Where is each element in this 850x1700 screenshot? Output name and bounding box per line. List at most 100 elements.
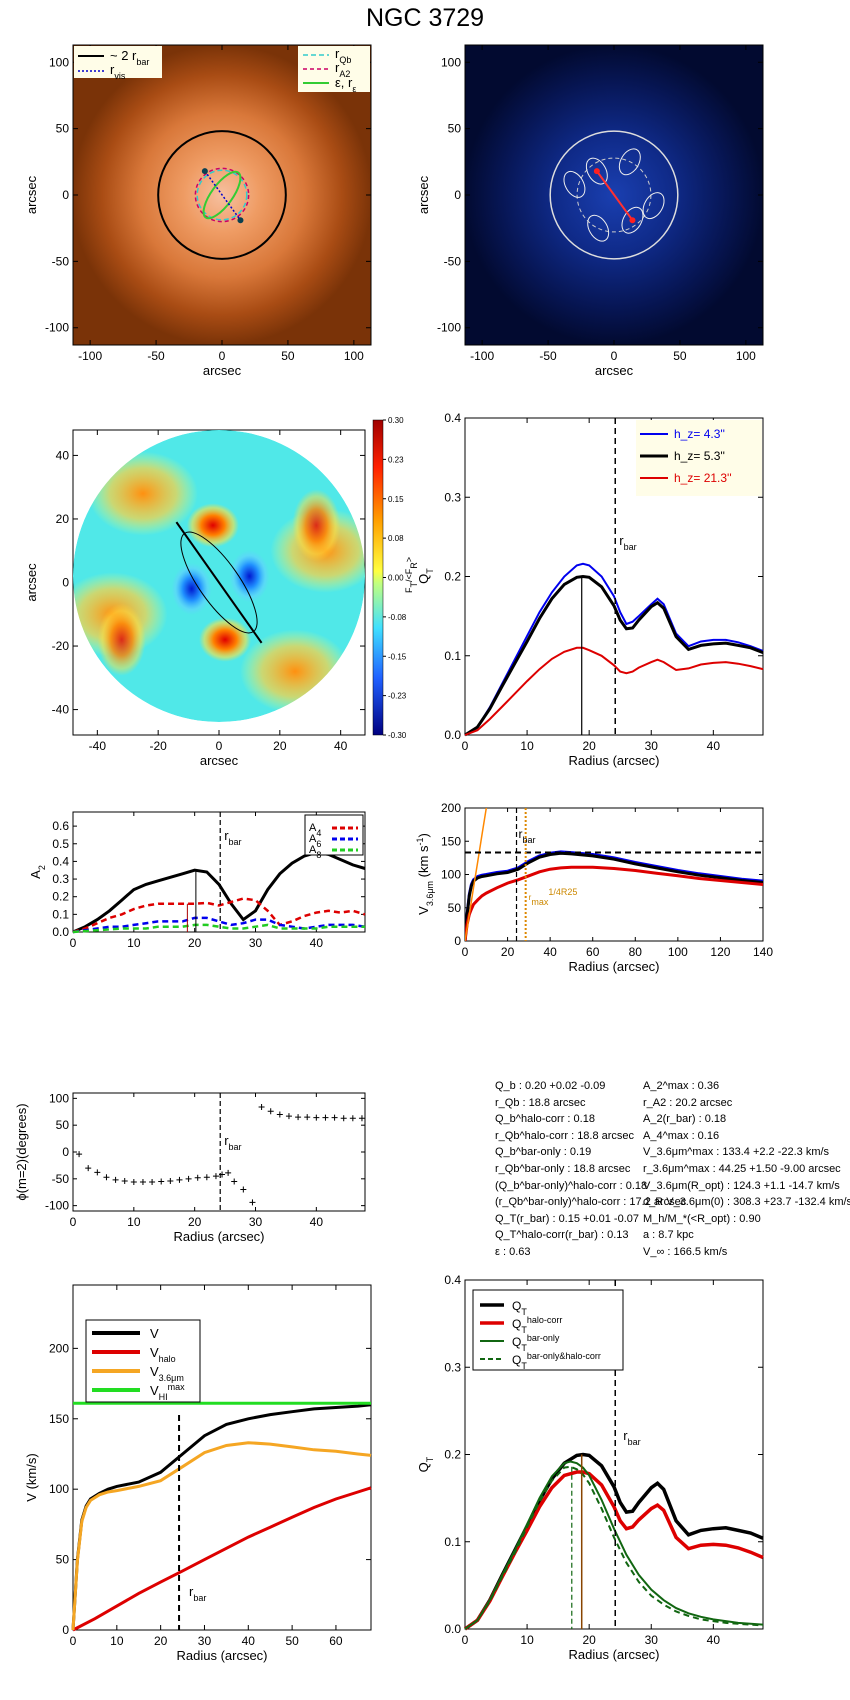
- phase-point: [149, 1179, 156, 1186]
- bar-major-axis: [175, 521, 263, 644]
- x-tick-label: 100: [344, 349, 364, 363]
- x-tick-label: 0: [219, 349, 226, 363]
- x-tick-label: 30: [249, 936, 263, 950]
- x-tick-label: 30: [645, 1633, 659, 1647]
- rbar-label: rbar: [623, 1428, 640, 1447]
- x-tick-label: 10: [127, 1215, 141, 1229]
- parameter-row: Q_b^halo-corr : 0.18: [495, 1113, 595, 1126]
- x-tick-label: 0: [462, 945, 469, 959]
- y-tick-label: -20: [52, 639, 70, 653]
- velocity-x-label: Radius (arcsec): [176, 1648, 267, 1663]
- negative-torque-lobe: [229, 550, 270, 603]
- x-tick-label: 10: [127, 936, 141, 950]
- colorbar-tick-label: -0.15: [388, 652, 407, 661]
- parameter-row: (Q_b^bar-only)^halo-corr : 0.18: [495, 1179, 648, 1192]
- series-line: [72, 1486, 372, 1632]
- y-tick-label: 50: [56, 122, 70, 136]
- phase-point: [158, 1178, 165, 1185]
- positive-torque-lobe: [199, 617, 252, 662]
- series-line: [71, 1403, 372, 1631]
- series-line: [465, 851, 763, 941]
- parameter-row: V_3.6μm^max : 133.4 +2.2 -22.3 km/s: [643, 1146, 830, 1159]
- parameter-row: a : 8.7 kpc: [643, 1229, 694, 1242]
- x-tick-label: 50: [673, 349, 687, 363]
- phase-point: [358, 1115, 365, 1122]
- series-line: [72, 923, 365, 934]
- galaxy-y-label: arcsec: [24, 175, 39, 214]
- series-line: [464, 574, 764, 737]
- y-tick-label: 0: [454, 934, 461, 948]
- x-tick-label: 30: [645, 739, 659, 753]
- x-tick-label: -20: [149, 739, 167, 753]
- x-tick-label: 40: [334, 739, 348, 753]
- x-tick-label: 80: [629, 945, 643, 959]
- y-tick-label: -100: [437, 321, 461, 335]
- phase-point: [85, 1165, 92, 1172]
- legend-label: rA2: [335, 60, 350, 79]
- y-tick-label: 0.1: [444, 1535, 461, 1549]
- parameter-row: A_2^max : 0.36: [643, 1080, 720, 1092]
- x-tick-label: 60: [329, 1634, 343, 1648]
- colorbar-tick-label: 0.15: [388, 495, 404, 504]
- phase-point: [240, 1186, 247, 1193]
- legend-label: A6: [309, 833, 321, 849]
- force-map-x-label: arcsec: [200, 753, 239, 768]
- velocity-y-label: V (km/s): [24, 1453, 39, 1501]
- parameter-row: Q_b : 0.20 +0.02 -0.09: [495, 1080, 606, 1092]
- colorbar-tick-label: 0.00: [388, 574, 404, 583]
- rmax-label: rmax1/4R25: [529, 887, 578, 907]
- colorbar-label: FT/<FR>: [404, 557, 419, 593]
- phase-point: [185, 1175, 192, 1182]
- y-tick-label: -40: [52, 703, 70, 717]
- phase-point: [331, 1114, 338, 1121]
- phase-point: [249, 1199, 256, 1206]
- warm-region: [87, 451, 198, 536]
- outer-lobe: [97, 603, 146, 676]
- parameter-row: r_Qb^halo-corr : 18.8 arcsec: [495, 1129, 635, 1142]
- legend-label: A4: [309, 822, 321, 838]
- x-tick-label: 50: [281, 349, 295, 363]
- qt-x-label: Radius (arcsec): [568, 753, 659, 768]
- phase-point: [167, 1177, 174, 1184]
- colorbar: [372, 419, 384, 736]
- x-tick-label: 10: [110, 1634, 124, 1648]
- force-map-y-label: arcsec: [24, 563, 39, 602]
- parameter-row: Q_T^halo-corr(r_bar) : 0.13: [495, 1229, 629, 1242]
- phase-x-label: Radius (arcsec): [173, 1229, 264, 1244]
- x-tick-label: 40: [707, 739, 721, 753]
- x-tick-label: 0: [462, 1633, 469, 1647]
- phase-y-label: ϕ(m=2)(degrees): [14, 1103, 29, 1200]
- x-tick-label: 0: [462, 739, 469, 753]
- x-tick-label: -50: [539, 349, 557, 363]
- qt-y-label: QT: [416, 568, 435, 584]
- series-line: [72, 897, 366, 934]
- positive-torque-lobe: [186, 503, 239, 548]
- y-tick-label: 0: [62, 1145, 69, 1159]
- legend-label: QTbar-only: [512, 1333, 560, 1353]
- contour-loop: [642, 192, 665, 220]
- parameter-row: Q_b^bar-only : 0.19: [495, 1146, 592, 1159]
- y-tick-label: 0.4: [444, 411, 461, 425]
- y-tick-label: 0.0: [444, 728, 461, 742]
- phase-point: [130, 1179, 137, 1186]
- contour-loop: [618, 148, 641, 176]
- bar-end-marker: [201, 168, 208, 175]
- series-line: [465, 865, 763, 941]
- legend-label: Vhalo: [150, 1345, 176, 1364]
- phase-point: [322, 1114, 329, 1121]
- x-tick-label: 20: [188, 1215, 202, 1229]
- warm-region: [240, 629, 351, 714]
- legend-label: QTbar-only&halo-corr: [512, 1351, 601, 1371]
- x-tick-label: -100: [470, 349, 494, 363]
- y-tick-label: 0.6: [52, 819, 69, 833]
- x-tick-label: 20: [273, 739, 287, 753]
- parameter-row: M_h/M_*(<R_opt) : 0.90: [643, 1212, 761, 1225]
- series-line: [465, 850, 763, 941]
- rotcurve-x-label: Radius (arcsec): [568, 959, 659, 974]
- y-tick-label: 0: [454, 188, 461, 202]
- residual-y-label: arcsec: [416, 175, 431, 214]
- velocity-axes: 0 10 20 30 40 50 60 0 50 100 150 200 rbar V VhaloV3.6μ…: [49, 1284, 372, 1648]
- rqb-circle: [196, 169, 248, 221]
- y-tick-label: -50: [444, 254, 462, 268]
- parameter-row: Q_T(r_bar) : 0.15 +0.01 -0.07: [495, 1212, 639, 1225]
